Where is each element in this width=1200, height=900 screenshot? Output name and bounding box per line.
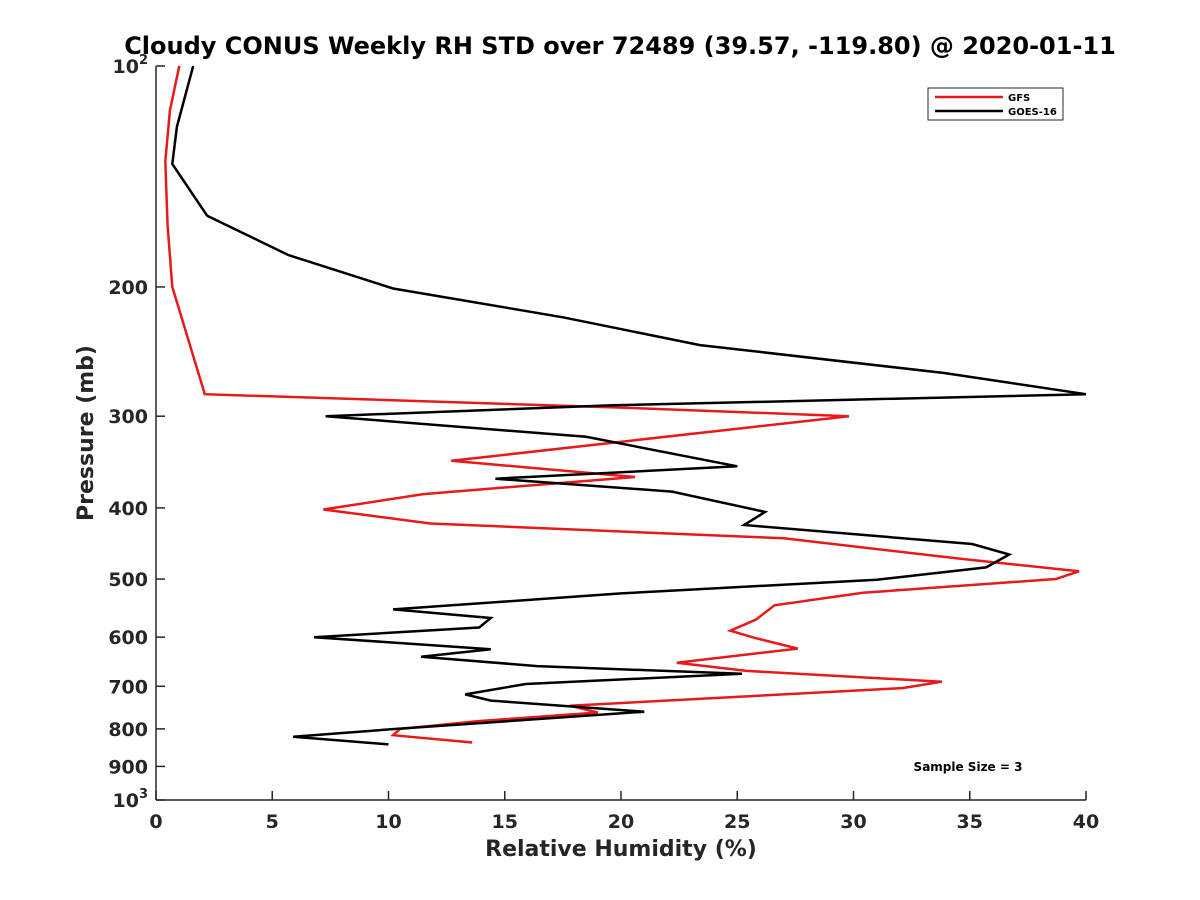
y-ticks: 102 200 300 400 500 600 700 800 900 103 — [108, 53, 165, 812]
y-tick-label: 900 — [108, 756, 148, 778]
y-tick-label: 102 — [113, 53, 149, 78]
y-tick-label: 400 — [108, 498, 148, 520]
plot-area — [156, 66, 1086, 800]
chart-title: Cloudy CONUS Weekly RH STD over 72489 (3… — [124, 32, 1116, 60]
x-ticks: 0 5 10 15 20 25 30 35 40 — [149, 791, 1099, 833]
x-tick-label: 25 — [724, 811, 750, 833]
x-tick-label: 5 — [266, 811, 279, 833]
x-tick-label: 20 — [608, 811, 634, 833]
x-tick-label: 30 — [840, 811, 866, 833]
x-tick-label: 0 — [149, 811, 162, 833]
legend-box — [927, 87, 1064, 121]
y-tick-label: 103 — [113, 787, 149, 812]
series-layer — [164, 65, 1087, 746]
legend: GFS GOES-16 — [927, 87, 1064, 121]
legend-label-goes16: GOES-16 — [1008, 107, 1057, 118]
y-tick-label: 600 — [108, 627, 148, 649]
x-tick-label: 40 — [1073, 811, 1099, 833]
x-tick-label: 35 — [957, 811, 983, 833]
series-line-goes16 — [171, 65, 1087, 746]
y-tick-label: 700 — [108, 676, 148, 698]
y-tick-label: 300 — [108, 406, 148, 428]
x-tick-label: 15 — [492, 811, 518, 833]
x-axis-label: Relative Humidity (%) — [485, 837, 757, 862]
y-tick-label: 500 — [108, 569, 148, 591]
sample-size-annotation: Sample Size = 3 — [914, 760, 1023, 774]
legend-label-gfs: GFS — [1008, 93, 1030, 104]
x-tick-label: 10 — [375, 811, 401, 833]
series-line-gfs — [164, 65, 1080, 744]
y-tick-label: 200 — [108, 277, 148, 299]
y-axis-label: Pressure (mb) — [74, 345, 99, 521]
y-tick-label: 800 — [108, 719, 148, 741]
